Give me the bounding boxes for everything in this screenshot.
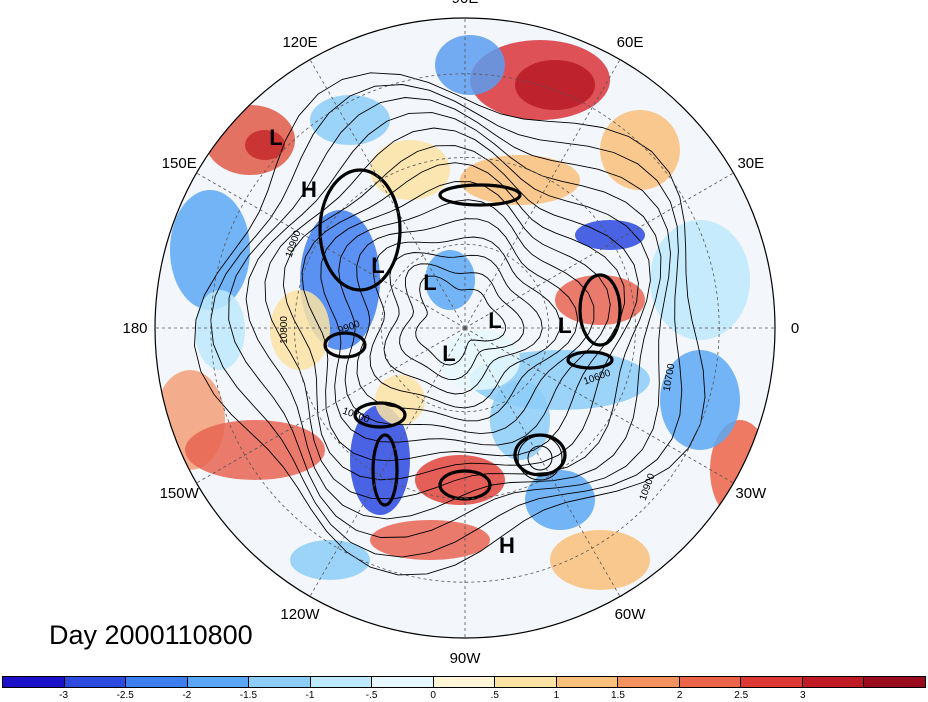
low-pressure-label: L (269, 125, 282, 150)
colorbar-swatch (741, 677, 803, 687)
colorbar-swatch (495, 677, 557, 687)
colorbar-swatch (556, 677, 619, 687)
map-title: Day 2000110800 (49, 620, 253, 650)
colorbar-swatch (64, 677, 127, 687)
colorbar-tick-label: 0 (430, 690, 436, 701)
longitude-label: 150E (162, 155, 197, 172)
colorbar-swatch (802, 677, 865, 687)
longitude-label: 30W (735, 485, 767, 502)
longitude-label: 90W (450, 650, 482, 667)
low-pressure-label: L (488, 308, 501, 333)
colorbar-swatch (249, 677, 311, 687)
colorbar-swatch (310, 677, 373, 687)
colorbar-tick-label: 2 (676, 690, 683, 701)
colorbar-tick-label: -1.5 (239, 690, 258, 701)
colorbar-swatch (864, 677, 925, 687)
longitude-label: 90E (452, 0, 479, 7)
colorbar-swatch (679, 677, 742, 687)
low-pressure-label: L (423, 270, 436, 295)
colorbar-tick-label: -1 (305, 690, 315, 701)
colorbar-tick-label: .5 (490, 690, 499, 701)
low-pressure-label: L (371, 253, 384, 278)
colorbar-swatch (126, 677, 188, 687)
low-pressure-label: L (442, 341, 455, 366)
contour-label: 10800 (279, 316, 290, 344)
colorbar-swatch (372, 677, 434, 687)
colorbar-tick-label: 3 (800, 690, 806, 701)
colorbar-swatch (3, 677, 65, 687)
colorbar (2, 676, 926, 688)
colorbar-swatch (618, 677, 680, 687)
pressure-center-labels: L H L L L L L H (269, 125, 571, 558)
colorbar-tick-label: 1 (553, 690, 560, 701)
colorbar-labels: -3 -2.5 -2 -1.5 -1 -.5 0 .5 1 1.5 2 2.5 3 (2, 690, 926, 702)
longitude-label: 60W (615, 606, 647, 623)
colorbar-swatch (433, 677, 496, 687)
longitude-label: 60E (617, 34, 644, 51)
longitude-label: 0 (791, 320, 799, 337)
colorbar-tick-label: 2.5 (734, 690, 749, 701)
colorbar-tick-label: 1.5 (611, 690, 625, 701)
colorbar-tick-label: -3 (59, 690, 69, 701)
colorbar-tick-label: -2 (182, 690, 192, 701)
longitude-label: 180 (122, 320, 147, 337)
colorbar-swatch (187, 677, 250, 687)
low-pressure-label: L (558, 313, 571, 338)
contour-label: 10700 (662, 362, 678, 392)
map-boundary (154, 17, 776, 639)
longitude-labels: 90E 60E 30E 0 30W 60W 90W 120W 150W 180 150E 120E (122, 0, 799, 667)
colorbar-tick-label: -.5 (365, 690, 378, 701)
longitude-label: 120E (282, 34, 317, 51)
high-pressure-label: H (301, 177, 317, 202)
longitude-label: 150W (160, 485, 200, 502)
graticule (155, 18, 775, 638)
colorbar-tick-label: -2.5 (116, 690, 134, 701)
high-pressure-label: H (499, 533, 515, 558)
longitude-label: 30E (737, 155, 764, 172)
longitude-label: 120W (280, 606, 320, 623)
